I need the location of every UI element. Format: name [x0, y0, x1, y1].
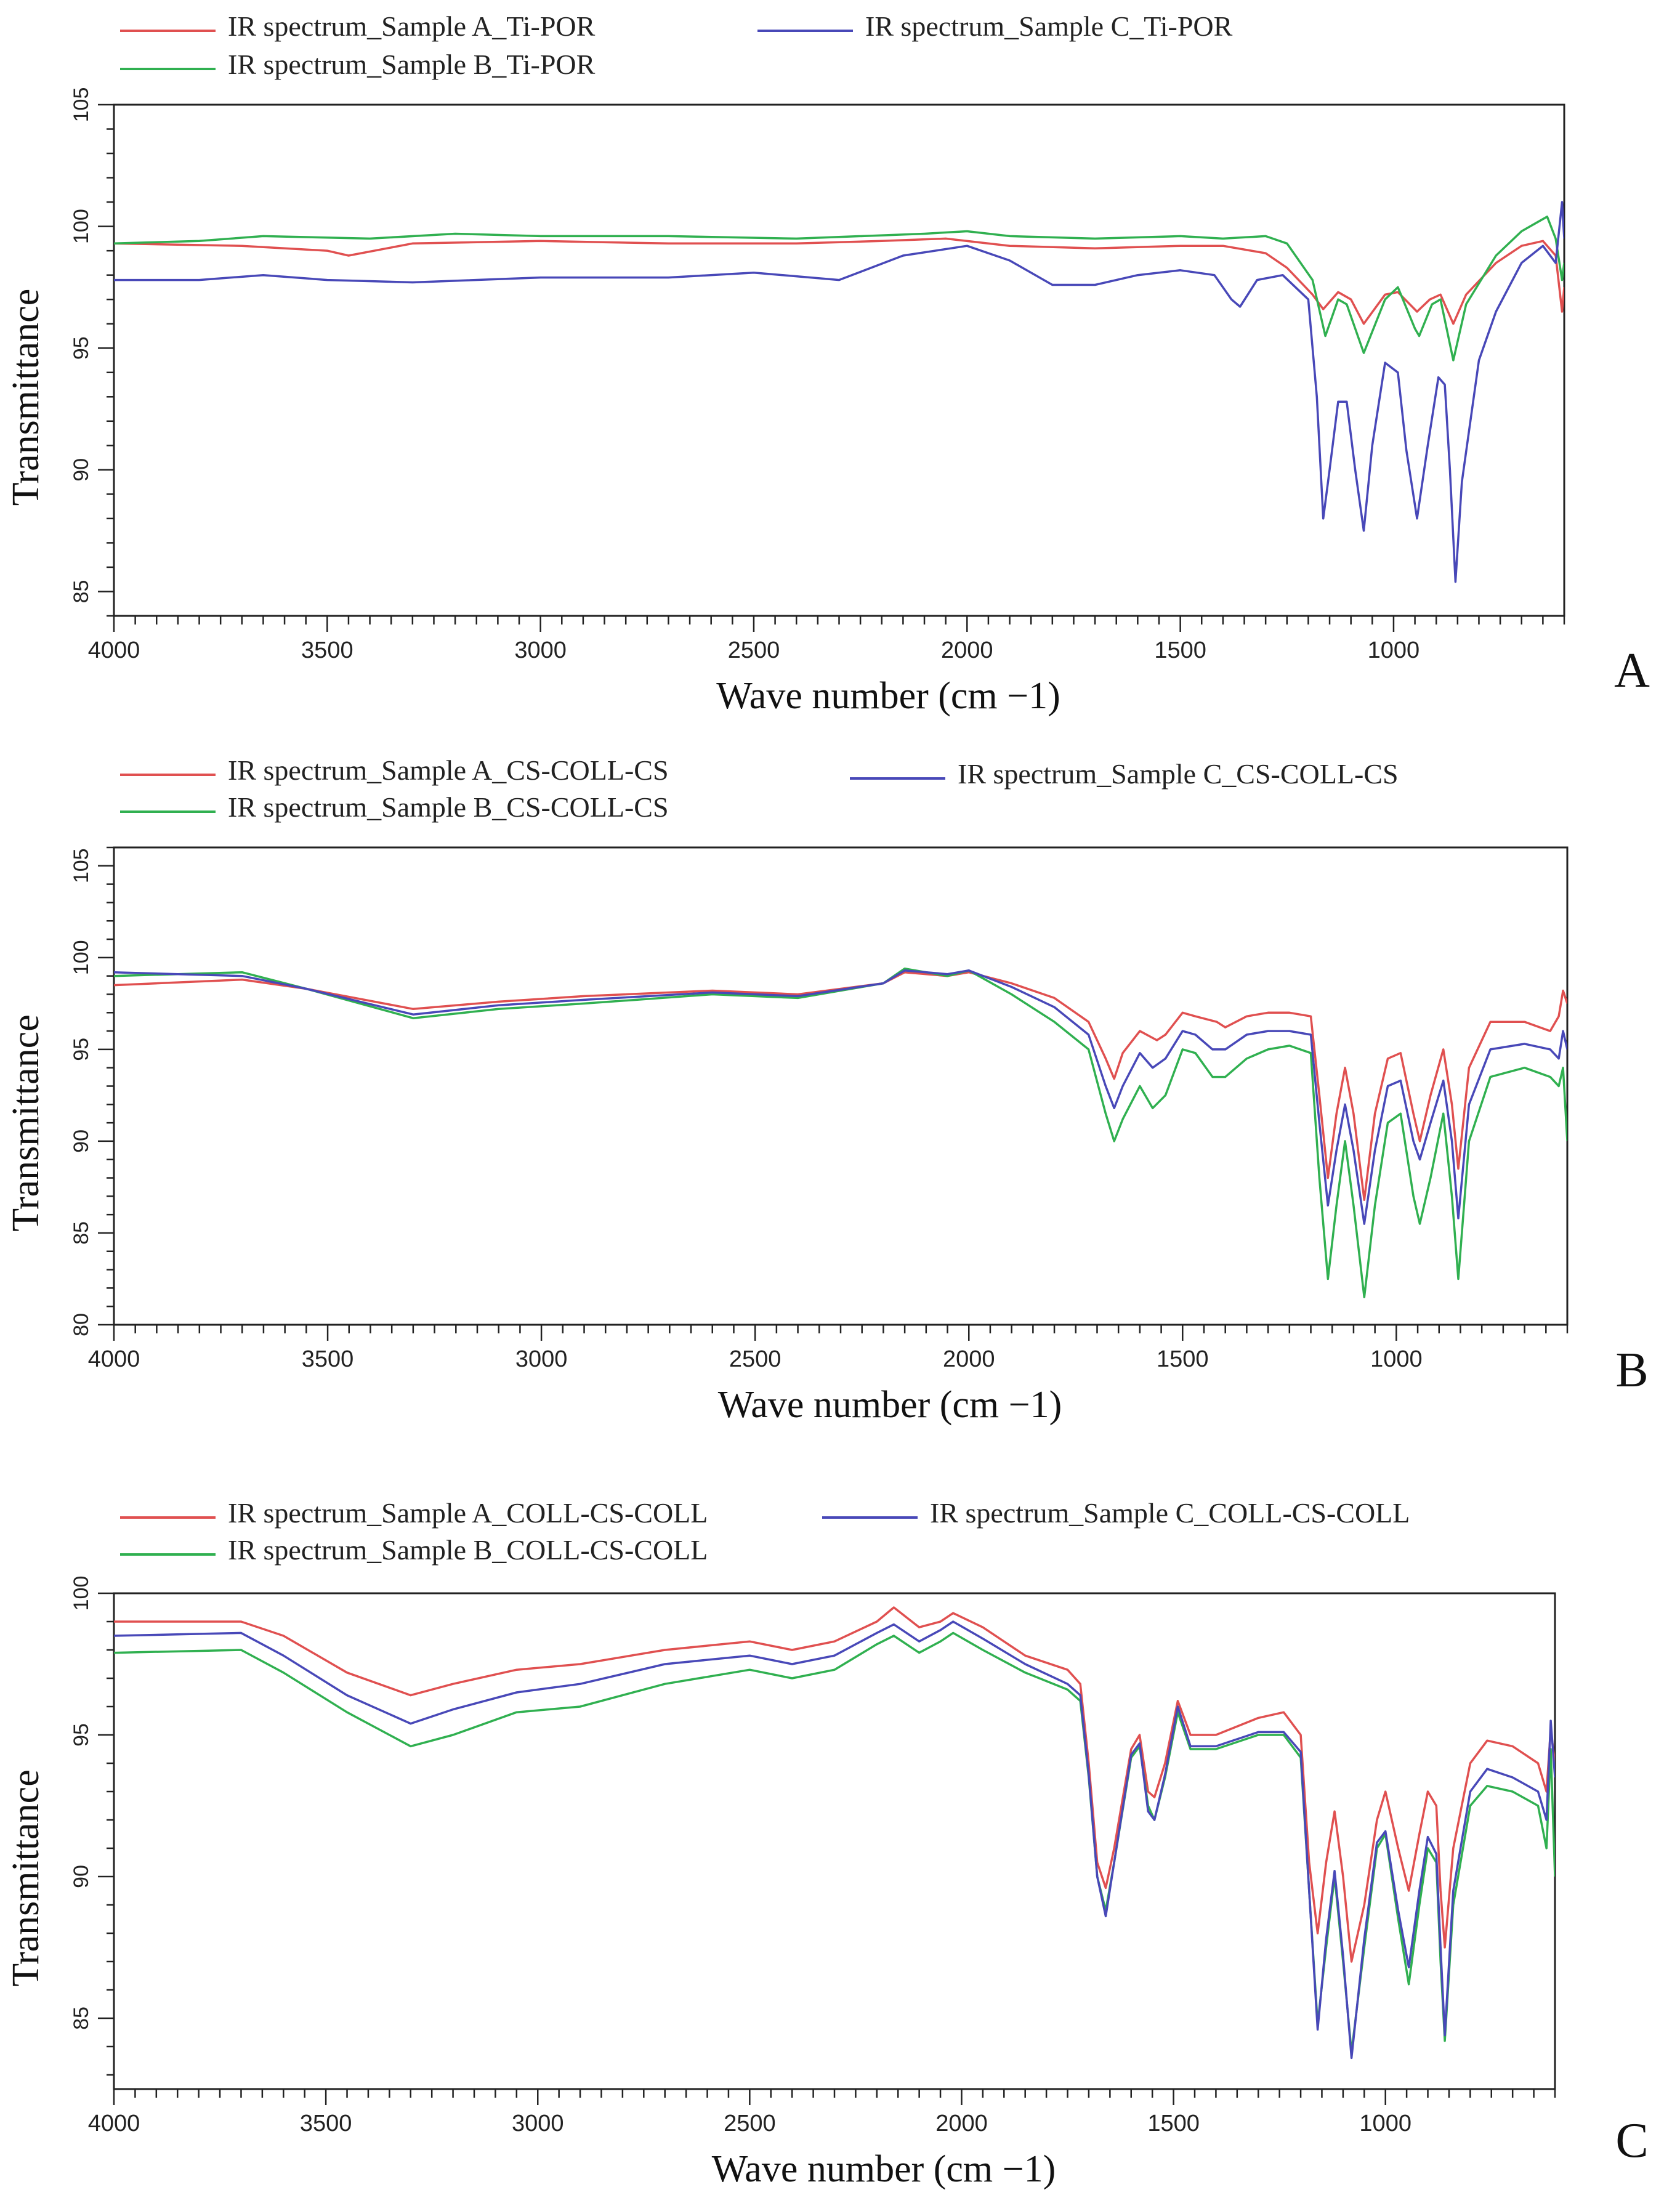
x-tick-label: 1000: [1359, 2111, 1411, 2136]
legend-label-sample-a: IR spectrum_Sample A_Ti-POR: [228, 10, 596, 42]
y-tick-label: 85: [70, 580, 93, 604]
y-tick-label: 105: [70, 87, 93, 123]
legend-label-sample-c: IR spectrum_Sample C_Ti-POR: [865, 10, 1233, 42]
x-tick-label: 1000: [1368, 637, 1420, 663]
legend-label-sample-c: IR spectrum_Sample C_COLL-CS-COLL: [930, 1497, 1410, 1529]
legend-label-sample-a: IR spectrum_Sample A_CS-COLL-CS: [228, 754, 669, 786]
series-line-sample-c: [114, 201, 1564, 583]
y-tick-label: 105: [70, 848, 93, 883]
y-axis-title: Transmittance: [5, 289, 47, 506]
chart-panel-b: 4000 3500 3000 2500 2000 1500 1000 80 85 90 95 100 1…: [0, 737, 1680, 1473]
y-tick-label: 100: [70, 209, 93, 244]
series-line-sample-c: [114, 969, 1567, 1225]
ir-spectrum-chart-a: 4000 3500 3000 2500 2000 1500 1000 85 90 95 100 105…: [5, 10, 1650, 717]
ir-spectrum-chart-c: 4000 3500 3000 2500 2000 1500 1000 85 90 95 100 Wav…: [5, 1497, 1649, 2190]
series-group: [114, 201, 1564, 583]
panel-label-a: A: [1614, 644, 1650, 698]
x-tick-label: 4000: [88, 1346, 140, 1372]
y-tick-label: 90: [70, 1130, 93, 1153]
y-tick-label: 80: [70, 1313, 93, 1336]
y-tick-label: 100: [70, 940, 93, 975]
y-tick-label: 100: [70, 1576, 93, 1611]
series-line-sample-b: [114, 216, 1564, 362]
series-group: [114, 1606, 1555, 2059]
x-tick-label: 3500: [301, 637, 353, 663]
x-axis-title: Wave number (cm −1): [712, 2148, 1056, 2190]
x-tick-label: 2000: [941, 637, 993, 663]
x-tick-label: 1500: [1157, 1346, 1209, 1372]
legend-label-sample-b: IR spectrum_Sample B_Ti-POR: [228, 49, 596, 80]
chart-panel-c: 4000 3500 3000 2500 2000 1500 1000 85 90 95 100 Wav…: [0, 1473, 1680, 2210]
legend-label-sample-a: IR spectrum_Sample A_COLL-CS-COLL: [228, 1497, 708, 1529]
y-axis-title: Transmittance: [5, 1014, 47, 1231]
legend-label-sample-c: IR spectrum_Sample C_CS-COLL-CS: [958, 758, 1399, 790]
y-tick-label: 95: [70, 1038, 93, 1061]
x-tick-label: 3000: [514, 637, 567, 663]
chart-panel-a: 4000 3500 3000 2500 2000 1500 1000 85 90 95 100 105…: [0, 0, 1680, 737]
x-tick-label: 3000: [512, 2111, 564, 2136]
panel-label-c: C: [1615, 2114, 1648, 2168]
x-tick-label: 2000: [935, 2111, 988, 2136]
x-tick-label: 1500: [1154, 637, 1206, 663]
y-tick-label: 90: [70, 1865, 93, 1888]
panel-label-b: B: [1615, 1343, 1648, 1397]
x-tick-label: 2500: [724, 2111, 776, 2136]
y-axis-title: Transmittance: [5, 1769, 47, 1986]
x-tick-label: 1000: [1370, 1346, 1423, 1372]
x-tick-label: 1500: [1147, 2111, 1200, 2136]
y-tick-label: 90: [70, 458, 93, 482]
legend-label-sample-b: IR spectrum_Sample B_COLL-CS-COLL: [228, 1534, 708, 1566]
ir-spectrum-chart-b: 4000 3500 3000 2500 2000 1500 1000 80 85 90 95 100 1…: [5, 754, 1649, 1426]
x-axis-title: Wave number (cm −1): [718, 1384, 1062, 1426]
x-tick-label: 2500: [729, 1346, 781, 1372]
x-tick-label: 3500: [302, 1346, 354, 1372]
series-group: [114, 967, 1567, 1299]
x-tick-label: 4000: [88, 2111, 140, 2136]
x-tick-label: 2000: [943, 1346, 995, 1372]
x-tick-label: 4000: [88, 637, 140, 663]
x-axis-title: Wave number (cm −1): [716, 675, 1060, 717]
series-line-sample-c: [114, 1620, 1555, 2059]
x-tick-label: 3500: [300, 2111, 352, 2136]
y-tick-label: 85: [70, 1221, 93, 1245]
y-tick-label: 95: [70, 1723, 93, 1747]
series-line-sample-a: [114, 1606, 1555, 1963]
x-tick-label: 2500: [728, 637, 780, 663]
x-tick-label: 3000: [515, 1346, 568, 1372]
y-tick-label: 85: [70, 2007, 93, 2030]
plot-frame: [113, 103, 1565, 617]
legend-label-sample-b: IR spectrum_Sample B_CS-COLL-CS: [228, 791, 669, 823]
y-tick-label: 95: [70, 336, 93, 360]
